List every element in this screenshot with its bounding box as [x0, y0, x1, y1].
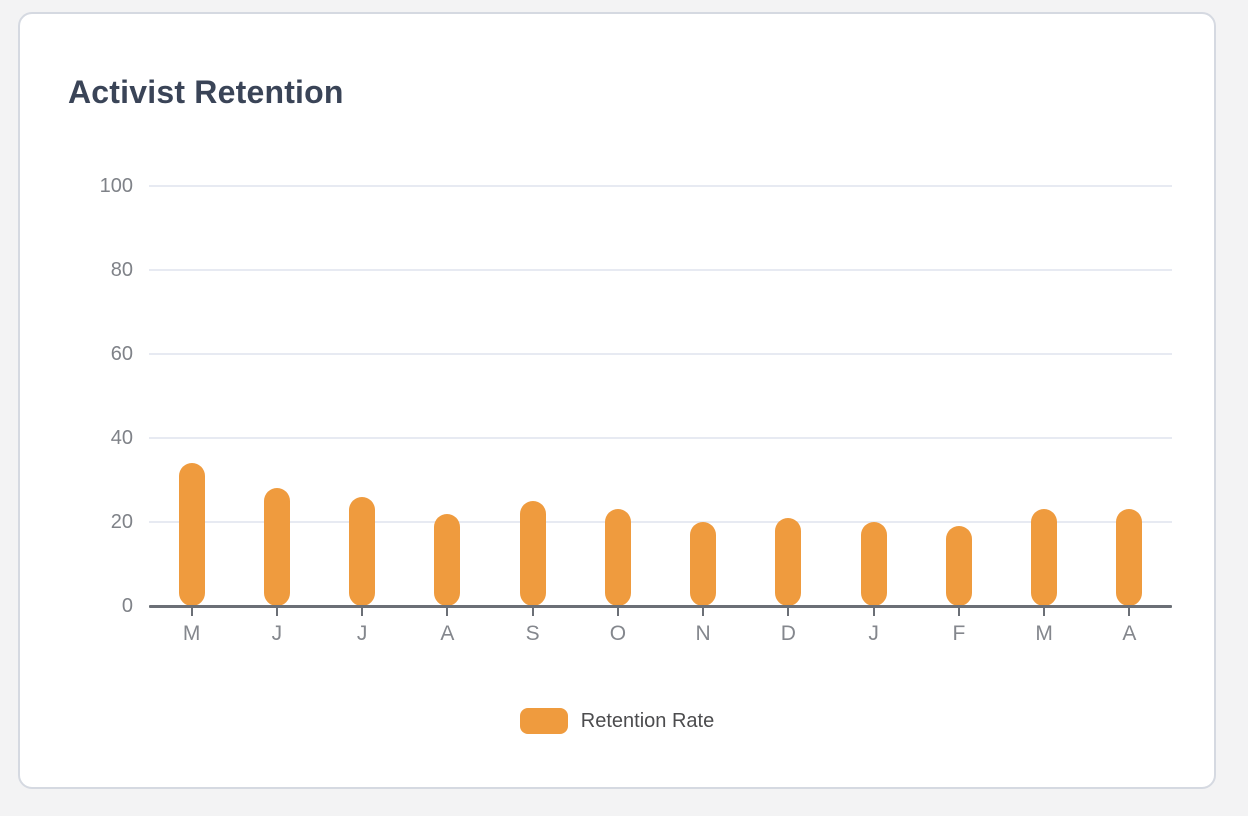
x-axis-tick-label-9-J: J [868, 622, 879, 645]
bar-4-A[interactable] [434, 513, 461, 606]
x-axis-tick-4 [446, 607, 449, 616]
x-axis-tick-label-11-M: M [1035, 622, 1053, 645]
gridline-40 [149, 437, 1172, 439]
bar-6-O[interactable] [604, 509, 631, 606]
gridline-20 [149, 521, 1172, 523]
x-axis-tick-label-1-M: M [182, 622, 201, 645]
bar-11-M[interactable] [1031, 509, 1058, 606]
y-axis-tick-label-20: 20 [110, 511, 133, 533]
x-axis-tick-12 [1128, 607, 1131, 616]
x-axis-tick-label-5-S: S [525, 622, 540, 645]
gridline-60 [149, 353, 1172, 355]
x-axis-tick-11 [1043, 607, 1046, 616]
x-axis-tick-10 [957, 607, 960, 616]
bar-12-A[interactable] [1116, 509, 1143, 606]
x-axis-tick-2 [275, 607, 278, 616]
x-axis-tick-label-6-O: O [609, 622, 627, 645]
bar-chart-plot-area: 0 20 40 60 80 100 M J J A S O N D J F M A [100, 176, 1172, 645]
bar-3-J[interactable] [349, 496, 376, 606]
bar-9-J[interactable] [860, 522, 887, 606]
legend-label: Retention Rate [580, 709, 715, 732]
x-axis-tick-6 [616, 607, 619, 616]
x-axis-tick-label-10-F: F [952, 622, 966, 645]
x-axis-tick-label-7-N: N [695, 622, 711, 645]
x-axis-tick-label-8-D: D [780, 622, 796, 645]
y-axis-tick-label-80: 80 [110, 259, 133, 281]
y-axis-tick-label-100: 100 [99, 175, 133, 197]
x-axis-tick-3 [361, 607, 364, 616]
x-axis-tick-label-3-J: J [356, 622, 368, 645]
bar-7-N[interactable] [690, 522, 717, 606]
gridline-100 [149, 185, 1172, 187]
x-axis-tick-7 [702, 607, 705, 616]
x-axis-line [149, 604, 1172, 608]
bar-5-S[interactable] [519, 501, 546, 606]
bar-2-J[interactable] [263, 488, 290, 606]
chart-title: Activist Retention [68, 74, 344, 110]
chart-card: Activist Retention 0 20 40 60 80 100 M J J A S O N D J… [18, 12, 1216, 789]
legend-item-retention-rate[interactable]: Retention Rate [20, 708, 1214, 734]
x-axis-tick-label-12-A: A [1122, 622, 1137, 645]
bar-10-F[interactable] [945, 526, 972, 606]
y-axis-tick-label-60: 60 [110, 343, 133, 365]
x-axis-tick-5 [531, 607, 534, 616]
gridline-80 [149, 269, 1172, 271]
bar-8-D[interactable] [775, 517, 802, 606]
x-axis-tick-8 [787, 607, 790, 616]
x-axis-tick-label-4-A: A [440, 622, 455, 645]
bar-1-M[interactable] [178, 463, 205, 606]
x-axis-tick-label-2-J: J [271, 622, 283, 645]
x-axis-tick-9 [872, 607, 875, 616]
legend-swatch [519, 708, 568, 734]
y-axis-tick-label-0: 0 [121, 595, 133, 617]
y-axis-tick-label-40: 40 [110, 427, 133, 449]
x-axis-tick-1 [190, 607, 193, 616]
